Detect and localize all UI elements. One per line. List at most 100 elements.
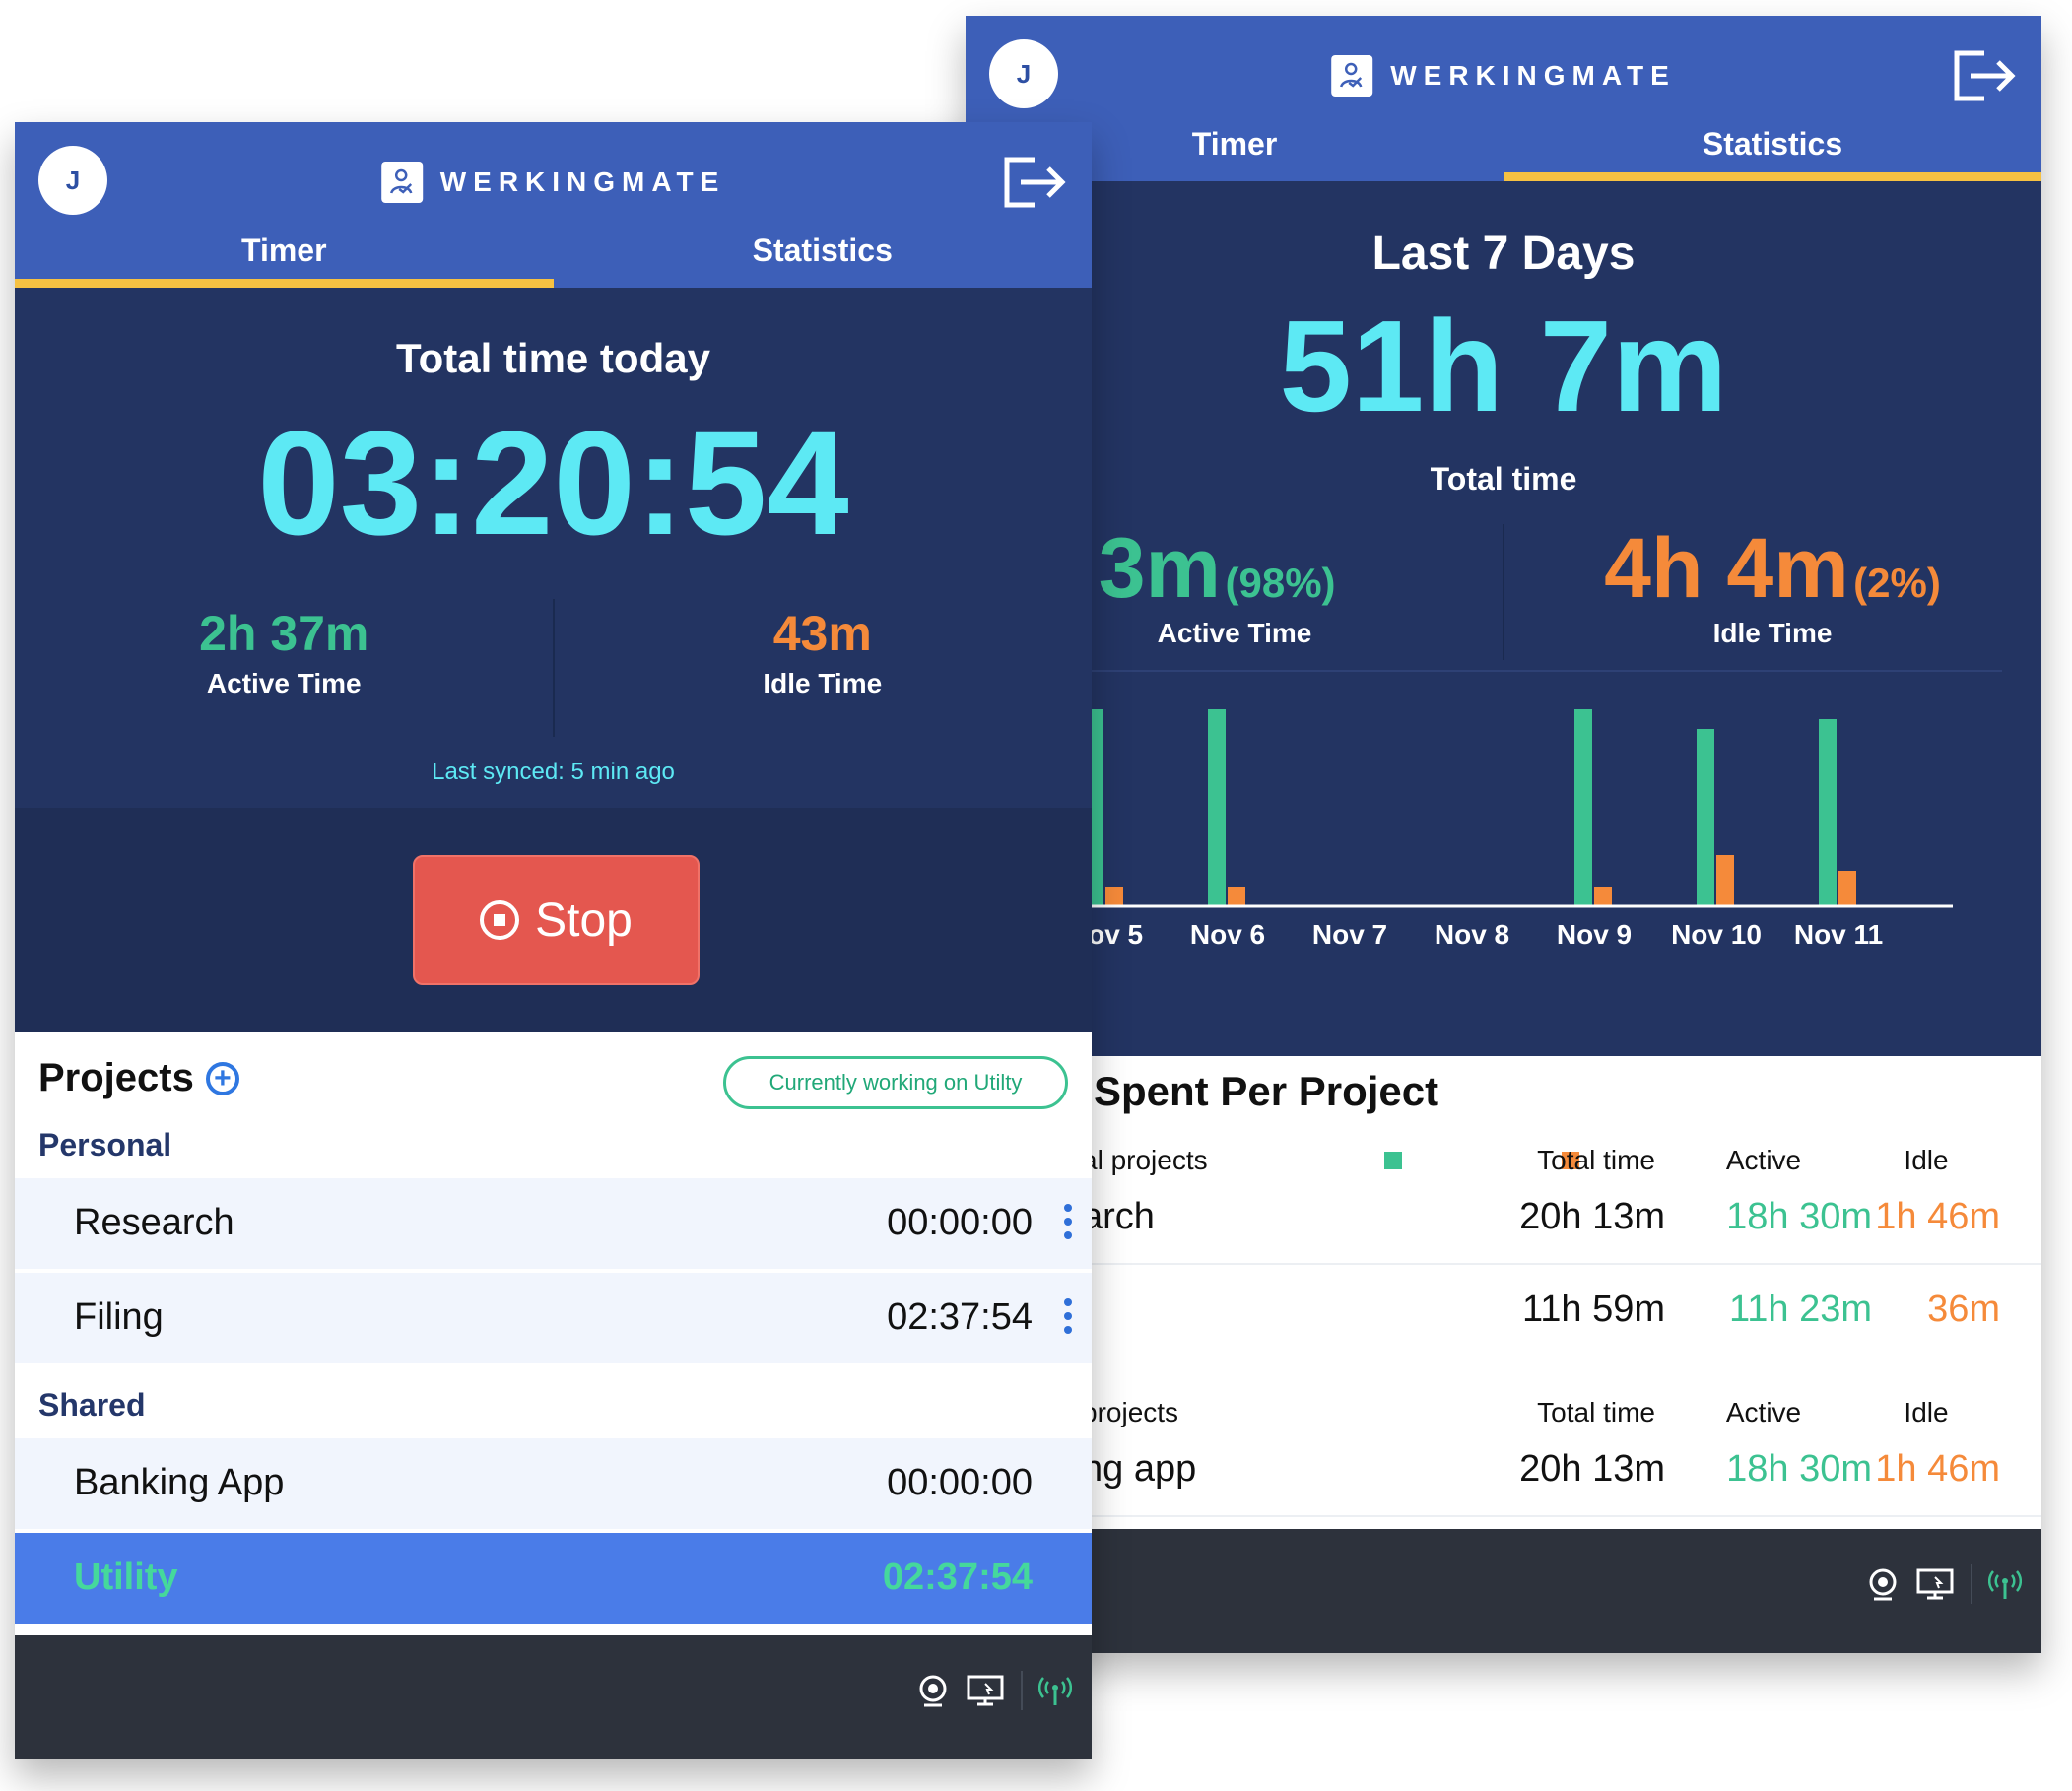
legend-swatch-idle: [1561, 1152, 1579, 1169]
divider: [1503, 524, 1504, 660]
bar-idle-nov-6: [1228, 887, 1245, 906]
group-label-shared: Shared: [38, 1387, 146, 1423]
timer-clock: 03:20:54: [257, 400, 849, 565]
tab-indicator: [15, 279, 554, 288]
stop-label: Stop: [535, 894, 633, 947]
timer-title: Total time today: [396, 335, 710, 381]
row-name: arch: [1082, 1196, 1155, 1237]
project-name: Research: [74, 1202, 234, 1243]
x-tick-label: Nov 7: [1312, 919, 1387, 950]
project-time: 02:37:54: [882, 1557, 1033, 1598]
avatar[interactable]: J: [989, 39, 1058, 108]
bar-idle-nov-11: [1838, 871, 1856, 906]
personal-header: al projects: [1082, 1145, 1208, 1175]
tab-timer[interactable]: Timer: [240, 232, 327, 268]
more-options-icon[interactable]: [1064, 1298, 1074, 1334]
brand-logo-icon: [380, 162, 423, 203]
idle-stat: 43m Idle Time: [554, 605, 1093, 699]
tab-indicator: [1504, 172, 2041, 181]
brand: WERKINGMATE: [380, 162, 726, 203]
total-value: 51h 7m: [1279, 294, 1728, 438]
row-total: 11h 59m: [1521, 1289, 1665, 1330]
project-time: 00:00:00: [887, 1202, 1033, 1243]
avatar[interactable]: J: [38, 146, 107, 215]
last-synced: Last synced: 5 min ago: [432, 759, 675, 785]
tab-timer[interactable]: Timer: [1191, 126, 1278, 162]
project-name: Filing: [74, 1296, 164, 1338]
project-time: 00:00:00: [887, 1462, 1033, 1503]
app-header: J WERKINGMATE Timer Statistics: [966, 16, 2041, 181]
idle-label: Idle Time: [763, 668, 883, 698]
legend-swatch-productive: [1383, 1152, 1402, 1169]
bar-productive-nov-11: [1819, 719, 1837, 906]
tab-statistics[interactable]: Statistics: [1702, 126, 1843, 162]
project-row-active[interactable]: Utility 02:37:54: [15, 1533, 1092, 1624]
signal-icon: [1988, 1570, 2022, 1599]
brand: WERKINGMATE: [1331, 55, 1676, 97]
brand-name: WERKINGMATE: [1390, 60, 1676, 91]
project-name: Utility: [74, 1557, 178, 1598]
project-name: Banking App: [74, 1462, 285, 1503]
project-row[interactable]: Research 00:00:00: [15, 1178, 1092, 1269]
x-tick-label: Nov 9: [1557, 919, 1632, 950]
legend-idle: Idle: [1584, 1147, 1624, 1173]
bar-idle-nov-5: [1105, 887, 1123, 906]
brand-name: WERKINGMATE: [439, 166, 726, 197]
row-active: 18h 30m: [1726, 1448, 1872, 1490]
stats-summary-panel: Last 7 Days 51h 7m Total time 7h 3m (98%…: [966, 181, 2041, 1173]
row-divider: [966, 1515, 2041, 1517]
screen-icon[interactable]: [966, 1674, 1005, 1707]
more-options-icon[interactable]: [1064, 1204, 1074, 1239]
webcam-icon[interactable]: [916, 1674, 950, 1707]
bar-productive-nov-10: [1697, 729, 1714, 906]
status-icons: [1866, 1564, 2022, 1604]
idle-stat: 4h 4m (2%) Idle Time: [1504, 520, 2041, 649]
footer-divider: [1021, 1671, 1023, 1710]
status-footer: [15, 1635, 1092, 1759]
bar-idle-nov-10: [1716, 855, 1734, 906]
active-pct: (98%): [1225, 560, 1336, 606]
idle-value: 4h 4m: [1604, 521, 1849, 616]
active-stat: 2h 37m Active Time: [15, 605, 554, 699]
timer-summary-panel: Total time today 03:20:54 2h 37m Active …: [15, 288, 1092, 808]
col-idle: Idle: [1904, 1145, 1949, 1175]
col-active: Active: [1725, 1145, 1802, 1175]
status-footer: [966, 1529, 2041, 1653]
row-name: ng app: [1082, 1448, 1197, 1490]
stop-icon: [480, 900, 520, 940]
group-label-personal: Personal: [38, 1127, 172, 1162]
col-total: Total time: [1537, 1397, 1655, 1427]
row-idle: 36m: [1927, 1289, 2000, 1330]
status-icons: [916, 1671, 1072, 1710]
project-row[interactable]: Banking App 00:00:00: [15, 1438, 1092, 1529]
current-project-badge: Currently working on Utilty: [723, 1056, 1068, 1109]
tab-statistics[interactable]: Statistics: [752, 232, 893, 268]
footer-divider: [1971, 1564, 1972, 1604]
projects-heading: Projects +: [38, 1056, 239, 1100]
row-idle: 1h 46m: [1875, 1196, 2000, 1237]
row-active: 18h 30m: [1726, 1196, 1872, 1237]
row-active: 11h 23m: [1728, 1289, 1872, 1330]
timer-window: J WERKINGMATE Timer Statistics Total tim…: [15, 122, 1092, 1759]
logout-icon[interactable]: [1001, 156, 1068, 209]
brand-logo-icon: [1331, 55, 1373, 97]
row-idle: 1h 46m: [1875, 1448, 2000, 1490]
screen-icon[interactable]: [1915, 1567, 1955, 1601]
bar-chart: Nov 5 Nov 6 Nov 7 Nov 8 Nov 9 Nov 10 Nov 11: [1068, 709, 1953, 950]
statistics-window: J WERKINGMATE Timer Statistics Last 7 Da…: [966, 16, 2041, 1653]
active-label: Active Time: [1157, 618, 1312, 648]
idle-label: Idle Time: [1712, 618, 1833, 648]
logout-icon[interactable]: [1951, 49, 2018, 102]
add-project-icon[interactable]: +: [205, 1061, 239, 1095]
projects-title: Projects: [38, 1056, 194, 1099]
idle-pct: (2%): [1853, 560, 1941, 606]
total-label: Total time: [1430, 461, 1577, 497]
idle-value: 43m: [772, 606, 872, 661]
stop-button[interactable]: Stop: [413, 855, 700, 985]
webcam-icon[interactable]: [1866, 1567, 1900, 1601]
x-tick-label: Nov 6: [1190, 919, 1265, 950]
chart-legend: Productive Idle: [966, 1147, 2041, 1174]
project-row[interactable]: Filing 02:37:54: [15, 1273, 1092, 1363]
active-label: Active Time: [206, 668, 362, 698]
row-total: 20h 13m: [1519, 1448, 1665, 1490]
